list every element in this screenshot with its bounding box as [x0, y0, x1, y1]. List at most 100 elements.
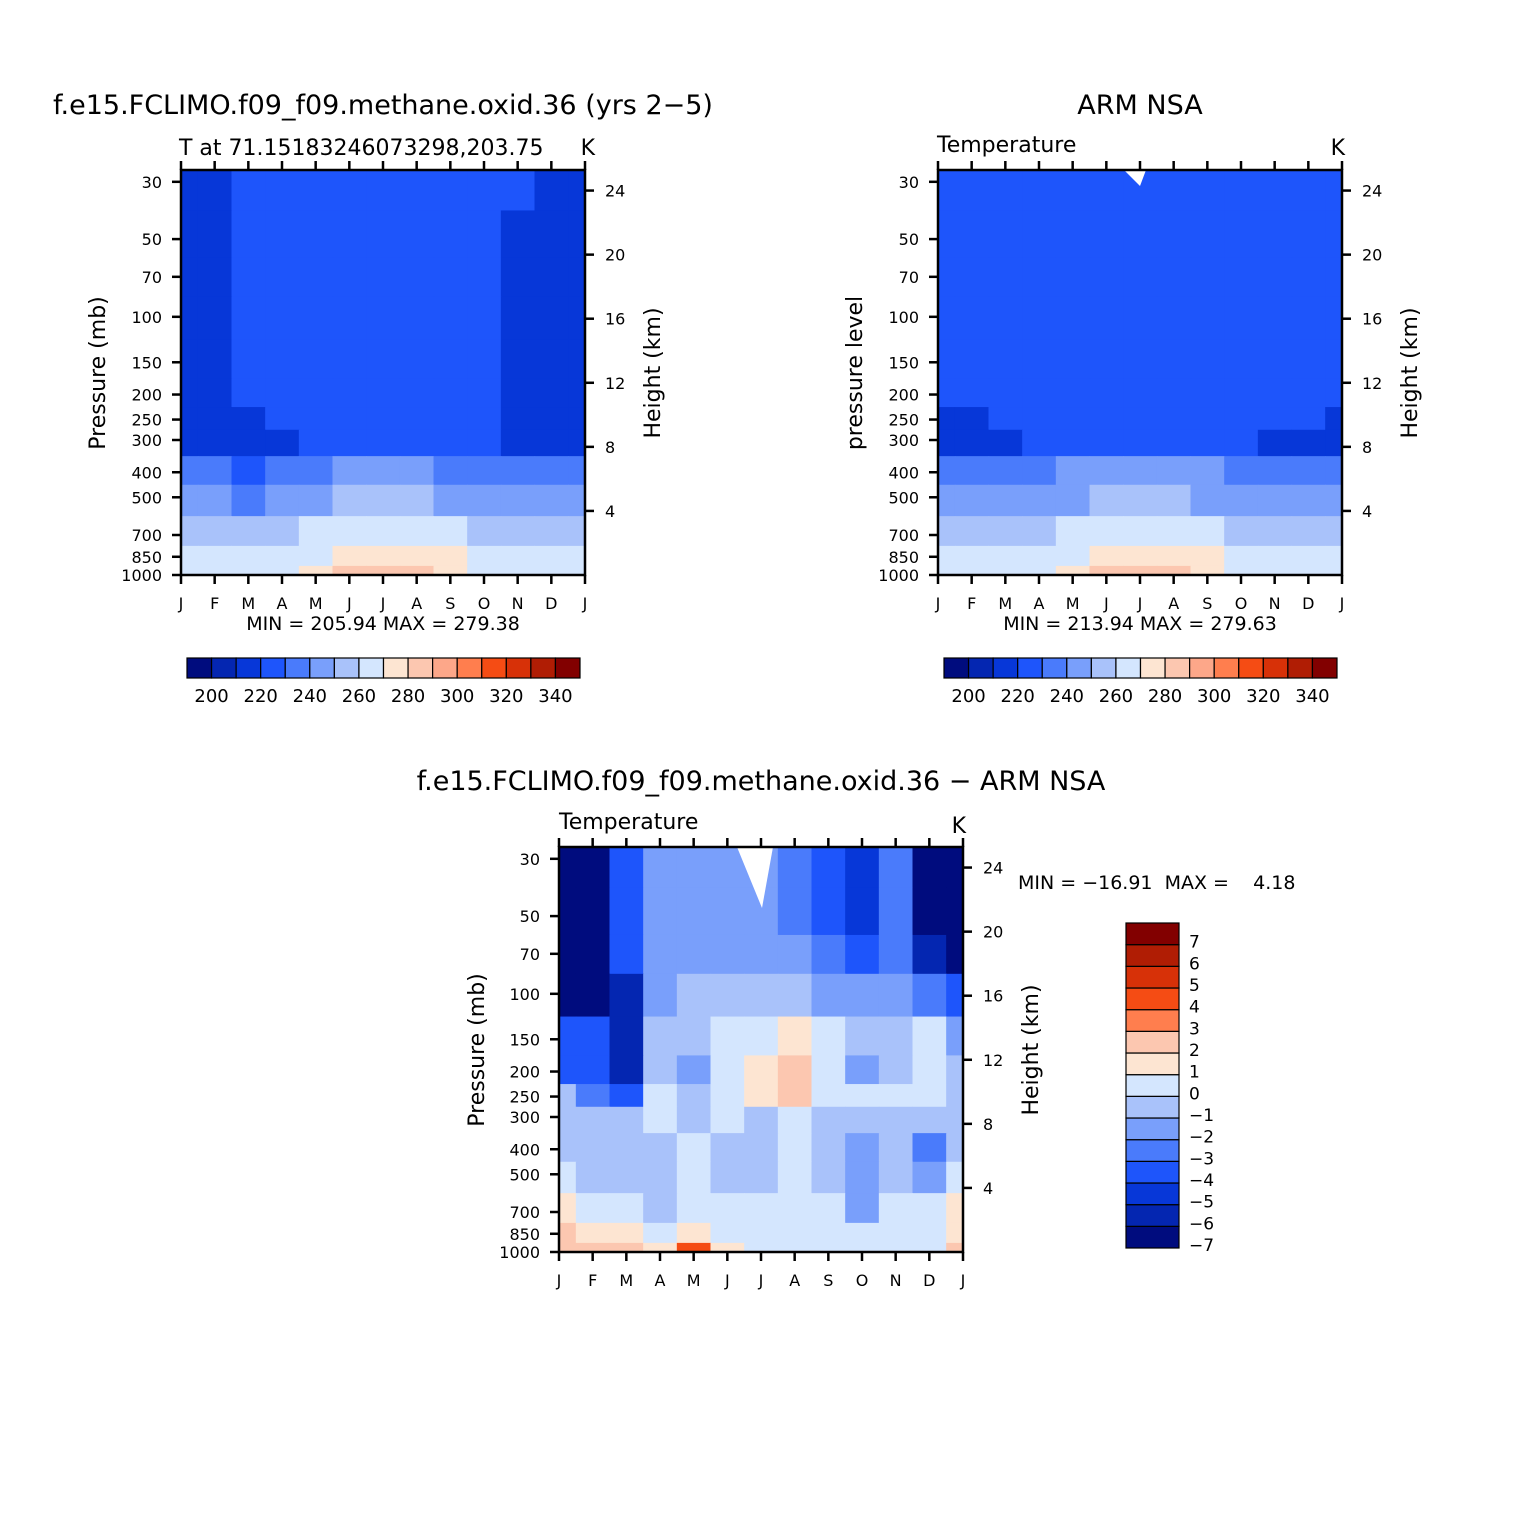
diff-cell	[559, 973, 577, 1018]
diff-colorbar-label: −6	[1189, 1214, 1214, 1234]
diff-cell	[643, 1133, 678, 1163]
diff-x-tick-label: A	[789, 1271, 800, 1290]
diff-cell	[559, 1084, 577, 1108]
diff-height-tick-label: 20	[983, 923, 1003, 942]
model-cell	[568, 545, 586, 567]
diff-cell	[710, 1222, 745, 1244]
diff-cell	[710, 1106, 745, 1134]
diff-cell	[845, 973, 880, 1018]
diff-colorbar-box	[1125, 1139, 1180, 1162]
diff-colorbar-label: 0	[1189, 1084, 1200, 1104]
model-cell	[298, 170, 334, 212]
model-colorbar-label: 260	[342, 686, 376, 707]
model-cell	[265, 296, 300, 341]
diff-cell	[744, 1016, 779, 1057]
model-cell	[366, 296, 401, 341]
diff-cell	[609, 1016, 644, 1057]
obs-cell	[1224, 378, 1259, 408]
obs-cell	[938, 339, 956, 380]
obs-colorbar-box	[1213, 657, 1240, 679]
obs-cell	[1190, 378, 1225, 408]
model-cell	[366, 484, 401, 517]
model-cell	[265, 170, 300, 212]
model-height-tick-label: 8	[605, 438, 615, 457]
diff-cell	[744, 1193, 779, 1224]
diff-y-tick-label: 150	[509, 1030, 540, 1049]
model-cell	[568, 484, 586, 517]
model-cell	[467, 545, 502, 567]
diff-x-tick-label: J	[758, 1271, 764, 1290]
obs-title: ARM NSA	[1077, 90, 1203, 121]
diff-cell	[744, 1106, 779, 1134]
diff-cell	[710, 1055, 745, 1085]
obs-cell	[1257, 407, 1293, 431]
obs-cell	[1022, 170, 1057, 212]
diff-colorbar-box	[1125, 987, 1180, 1011]
diff-y-tick-label: 500	[509, 1165, 540, 1184]
model-cell	[399, 170, 435, 212]
obs-cell	[988, 456, 1023, 486]
model-cell	[534, 429, 569, 457]
diff-cell	[609, 887, 644, 936]
diff-colorbar-label: −3	[1189, 1149, 1214, 1169]
obs-colorbar-label: 200	[951, 686, 985, 707]
obs-colorbar-box	[1066, 657, 1092, 679]
obs-cell	[954, 456, 990, 486]
model-cell	[568, 378, 586, 408]
diff-x-tick-label: M	[619, 1271, 633, 1290]
obs-colorbar-box	[967, 657, 994, 679]
obs-cell	[1156, 339, 1192, 380]
diff-cell	[912, 1016, 947, 1057]
obs-cell	[1123, 484, 1158, 517]
diff-cell	[559, 1055, 577, 1085]
model-cell	[298, 429, 334, 457]
model-cell	[467, 296, 502, 341]
diff-missing-data	[737, 847, 773, 908]
model-cell	[197, 429, 233, 457]
obs-cell	[1291, 516, 1326, 547]
obs-x-tick-label: J	[1339, 594, 1345, 613]
obs-cell	[1055, 429, 1091, 457]
diff-colorbar-label: −1	[1189, 1106, 1214, 1126]
obs-units: K	[1331, 136, 1346, 161]
obs-x-tick-label: O	[1235, 594, 1248, 613]
obs-cell	[1089, 378, 1124, 408]
diff-cell	[559, 887, 577, 936]
model-cell	[500, 407, 536, 431]
diff-cell	[811, 934, 846, 975]
obs-cell	[1190, 429, 1225, 457]
model-cell	[181, 407, 199, 431]
obs-y-tick-label: 70	[899, 268, 919, 287]
diff-y-tick-label: 700	[509, 1203, 540, 1222]
diff-y-tick-label: 30	[520, 850, 540, 869]
model-x-tick-label: M	[309, 594, 323, 613]
model-cell	[332, 407, 367, 431]
model-cell	[433, 257, 468, 298]
diff-cell	[643, 887, 678, 936]
model-y-tick-label: 850	[131, 548, 162, 567]
diff-cell	[744, 973, 779, 1018]
model-cell	[399, 339, 435, 380]
model-cell	[197, 339, 233, 380]
model-cell	[265, 456, 300, 486]
model-cell	[366, 407, 401, 431]
obs-cell	[1190, 210, 1225, 259]
obs-cell	[1055, 407, 1091, 431]
diff-cell	[777, 1106, 813, 1134]
obs-cell	[1224, 429, 1259, 457]
obs-cell	[954, 339, 990, 380]
diff-cell	[575, 1161, 611, 1194]
obs-x-tick-label: S	[1202, 594, 1212, 613]
model-cell	[399, 296, 435, 341]
obs-cell	[1156, 378, 1192, 408]
diff-cell	[676, 1016, 712, 1057]
diff-x-tick-label: N	[890, 1271, 902, 1290]
obs-cell	[1224, 484, 1259, 517]
diff-cell	[575, 1106, 611, 1134]
obs-cell	[1291, 339, 1326, 380]
model-cell	[265, 210, 300, 259]
diff-cell	[777, 887, 813, 936]
obs-cell	[1257, 565, 1293, 576]
model-colorbar-box	[530, 657, 557, 679]
model-cell	[534, 565, 569, 576]
